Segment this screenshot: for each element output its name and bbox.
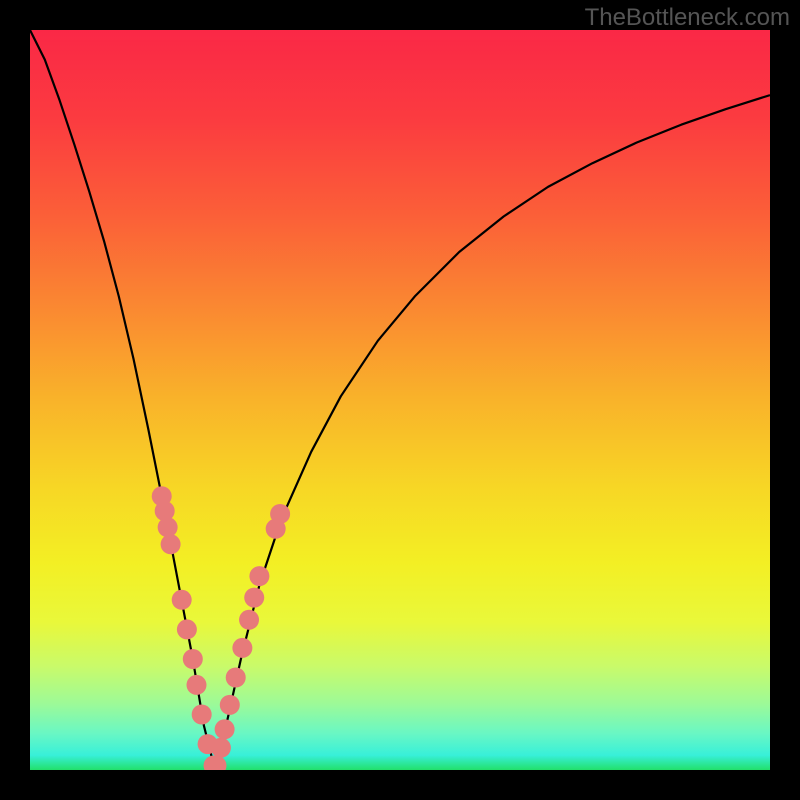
marker-dot bbox=[220, 695, 240, 715]
plot-background bbox=[30, 30, 770, 770]
marker-dot bbox=[232, 638, 252, 658]
watermark-text: TheBottleneck.com bbox=[585, 4, 790, 32]
marker-dot bbox=[187, 675, 207, 695]
marker-dot bbox=[239, 610, 259, 630]
marker-dot bbox=[270, 504, 290, 524]
marker-dot bbox=[192, 705, 212, 725]
marker-dot bbox=[249, 566, 269, 586]
marker-dot bbox=[206, 756, 226, 776]
marker-dot bbox=[161, 534, 181, 554]
marker-dot bbox=[172, 590, 192, 610]
marker-dot bbox=[226, 668, 246, 688]
marker-dot bbox=[177, 619, 197, 639]
marker-dot bbox=[183, 649, 203, 669]
marker-dot bbox=[244, 588, 264, 608]
marker-dot bbox=[215, 719, 235, 739]
marker-dot bbox=[211, 738, 231, 758]
